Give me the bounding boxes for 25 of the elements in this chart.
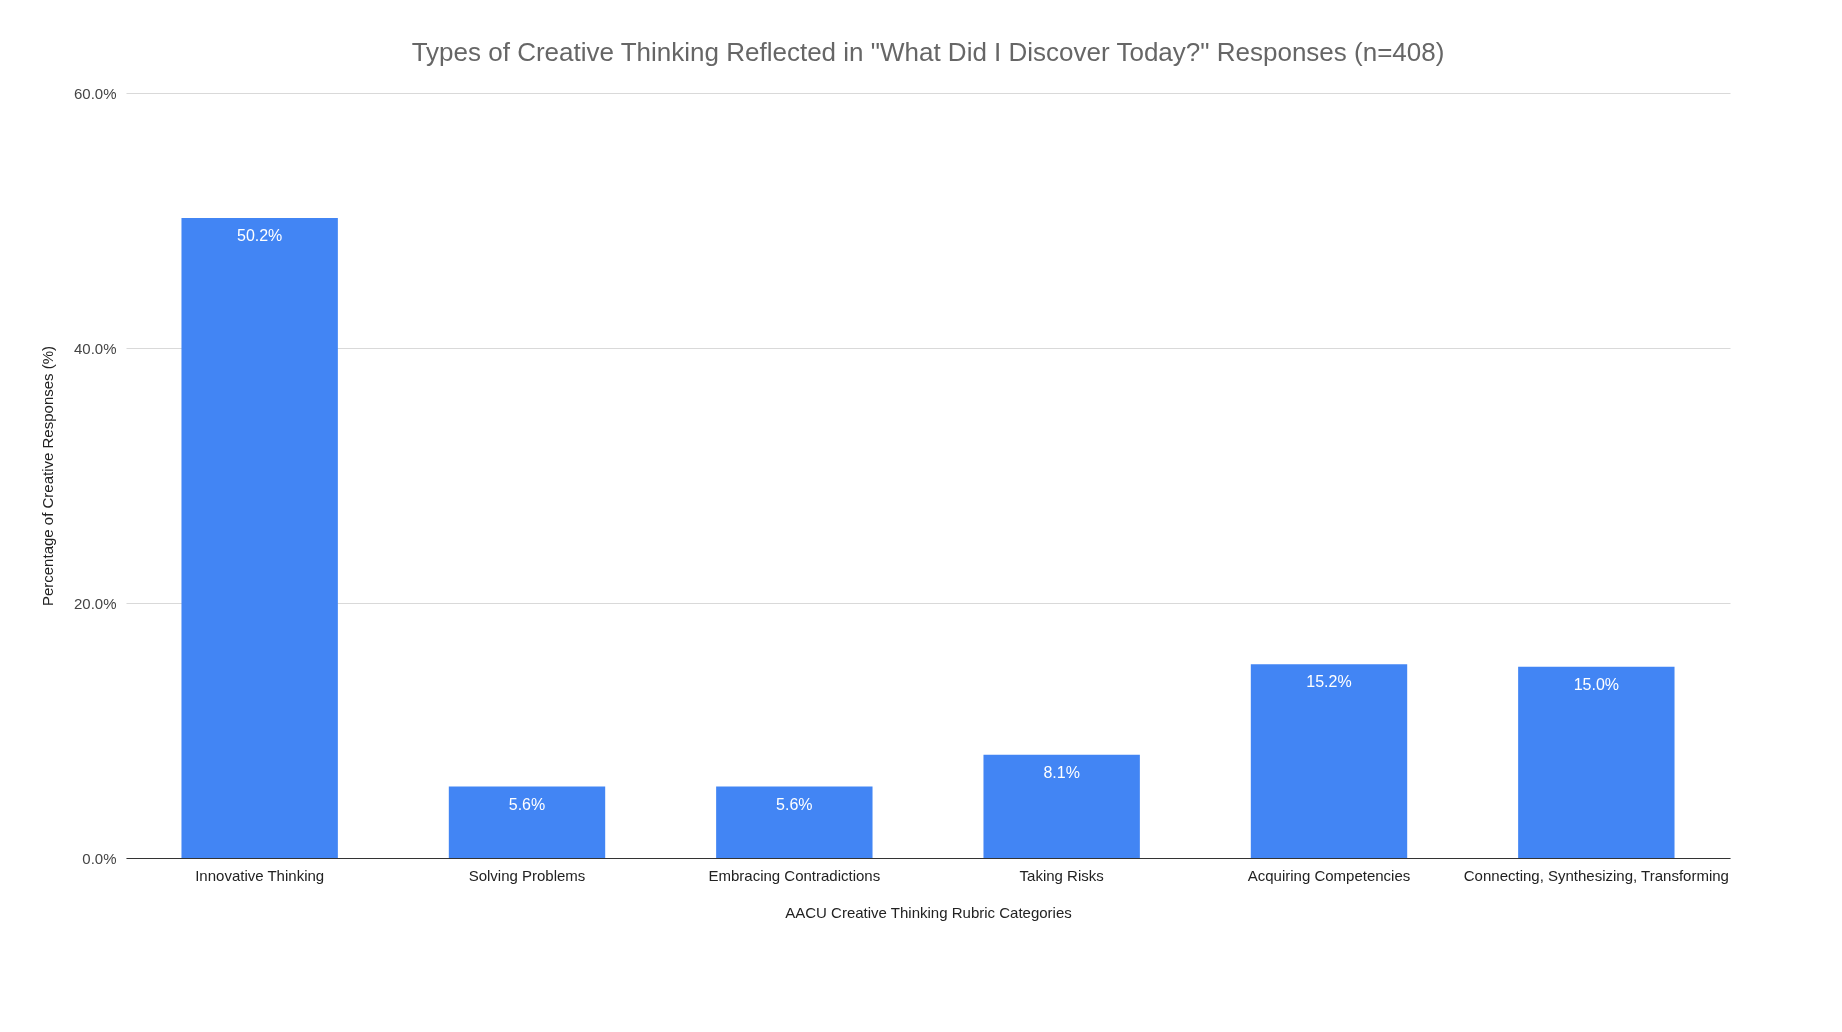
bar <box>1518 666 1675 858</box>
bar <box>448 786 606 858</box>
bar <box>1250 664 1408 858</box>
y-tick-label: 20.0% <box>73 594 117 612</box>
x-tick-label: Solving Problems <box>468 866 586 884</box>
x-tick-label: Innovative Thinking <box>195 866 325 884</box>
data-label: 5.6% <box>508 795 546 813</box>
data-label: 8.1% <box>1043 763 1080 781</box>
y-tick-label: 0.0% <box>82 849 117 867</box>
y-axis-title: Percentage of Creative Responses (%) <box>38 345 56 607</box>
data-label: 15.0% <box>1573 675 1620 693</box>
y-tick-label: 60.0% <box>73 84 117 102</box>
x-tick-label: Taking Risks <box>1019 866 1104 884</box>
x-tick-label: Acquiring Competencies <box>1247 866 1411 884</box>
data-label: 15.2% <box>1306 673 1352 691</box>
x-tick-label: Embracing Contradictions <box>708 866 881 884</box>
bar <box>716 786 873 858</box>
data-label: 5.6% <box>776 795 813 813</box>
chart-title: Types of Creative Thinking Reflected in "What Did I Discover Today?" Responses (n=408) <box>411 37 1445 67</box>
bar <box>181 217 338 858</box>
x-axis-title: AACU Creative Thinking Rubric Categories <box>785 903 1072 921</box>
bar <box>983 754 1140 858</box>
data-label: 50.2% <box>236 226 283 244</box>
x-tick-label: Connecting, Synthesizing, Transforming <box>1463 866 1729 884</box>
y-tick-label: 40.0% <box>73 339 117 357</box>
